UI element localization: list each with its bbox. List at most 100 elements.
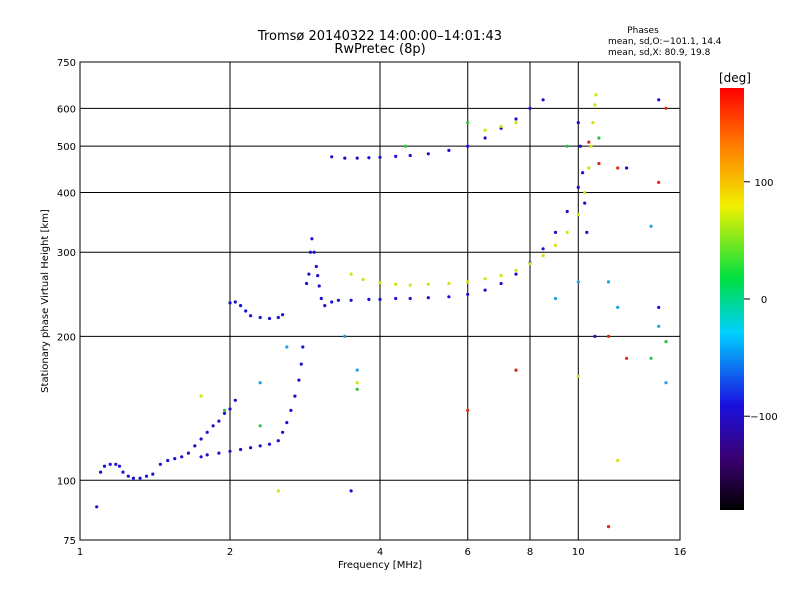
chart-subtitle: RwPretec (8p): [334, 42, 425, 57]
y-tick-label: 100: [57, 476, 76, 487]
data-points: [95, 93, 668, 529]
data-point: [616, 166, 620, 170]
data-point: [349, 298, 353, 302]
data-point: [131, 476, 135, 480]
data-point: [483, 128, 487, 132]
data-point: [138, 476, 142, 480]
data-point: [102, 464, 107, 468]
data-point: [625, 166, 629, 170]
stats-line-o: mean, sd,O:−101.1, 14.4: [608, 37, 722, 47]
data-point: [211, 424, 215, 428]
data-point: [581, 171, 585, 175]
data-point: [528, 262, 532, 266]
x-axis-label: Frequency [MHz]: [338, 560, 422, 571]
data-point: [151, 472, 155, 476]
data-point: [289, 408, 293, 412]
data-point: [285, 421, 289, 425]
data-point: [576, 185, 580, 189]
series-scatter-red: [466, 106, 668, 529]
data-point: [657, 98, 661, 102]
data-point: [314, 264, 318, 269]
data-point: [583, 190, 587, 195]
data-point: [281, 430, 285, 434]
data-point: [297, 378, 301, 382]
y-axis-label: Stationary phase Virtual Height [km]: [40, 209, 51, 393]
data-point: [514, 268, 518, 272]
data-point: [466, 144, 470, 148]
data-point: [323, 304, 327, 308]
data-point: [597, 161, 601, 166]
data-point: [173, 457, 177, 461]
data-point: [310, 237, 314, 241]
data-point: [466, 408, 470, 412]
data-point: [276, 439, 280, 443]
data-point: [117, 464, 122, 468]
data-point: [267, 316, 272, 321]
data-point: [565, 144, 569, 148]
series-X: [199, 93, 620, 493]
data-point: [553, 296, 558, 301]
data-point: [301, 345, 305, 349]
data-point: [233, 398, 237, 402]
data-point: [299, 362, 303, 366]
data-point: [186, 451, 190, 455]
data-point: [222, 408, 227, 412]
plot-frame: [79, 61, 681, 541]
data-point: [625, 356, 629, 360]
data-point: [583, 201, 587, 205]
data-point: [336, 298, 340, 302]
data-point: [126, 474, 130, 478]
data-point: [514, 117, 518, 121]
x-tick-label: 8: [527, 547, 533, 558]
data-point: [233, 300, 237, 304]
data-point: [355, 368, 359, 372]
data-point: [483, 288, 487, 292]
data-point: [426, 296, 430, 300]
data-point: [239, 447, 243, 452]
data-point: [593, 334, 597, 338]
data-point: [258, 444, 262, 448]
data-point: [403, 144, 408, 148]
data-point: [541, 98, 545, 102]
y-tick-label: 75: [63, 536, 76, 547]
data-point: [108, 462, 112, 466]
data-point: [258, 424, 262, 428]
series-O: [95, 98, 661, 509]
data-point: [514, 368, 518, 372]
data-point: [591, 121, 595, 125]
data-point: [606, 334, 611, 338]
data-point: [657, 305, 661, 309]
data-point: [199, 455, 203, 459]
data-point: [664, 381, 668, 385]
data-point: [158, 462, 162, 466]
data-point: [499, 281, 503, 286]
data-point: [244, 309, 248, 313]
data-point: [483, 136, 487, 140]
data-point: [576, 280, 580, 284]
data-point: [426, 282, 430, 286]
data-point: [330, 155, 334, 159]
colorbar-label: [deg]: [719, 71, 751, 85]
data-point: [447, 148, 451, 152]
data-point: [308, 250, 312, 254]
data-point: [528, 106, 532, 110]
y-axis-ticks: 75 100 200 300 400 500 600 750: [57, 58, 76, 547]
data-point: [343, 334, 347, 338]
y-tick-label: 200: [57, 332, 76, 343]
y-tick-label: 400: [57, 188, 76, 199]
data-point: [199, 394, 203, 398]
data-point: [394, 296, 398, 301]
data-point: [367, 297, 371, 301]
data-point: [258, 315, 262, 320]
data-point: [499, 274, 503, 278]
x-tick-label: 2: [227, 547, 233, 558]
data-point: [616, 305, 620, 309]
data-point: [576, 212, 580, 216]
data-point: [249, 314, 253, 318]
data-point: [281, 313, 285, 317]
data-point: [594, 93, 598, 97]
data-point: [657, 324, 661, 328]
data-point: [367, 156, 371, 160]
